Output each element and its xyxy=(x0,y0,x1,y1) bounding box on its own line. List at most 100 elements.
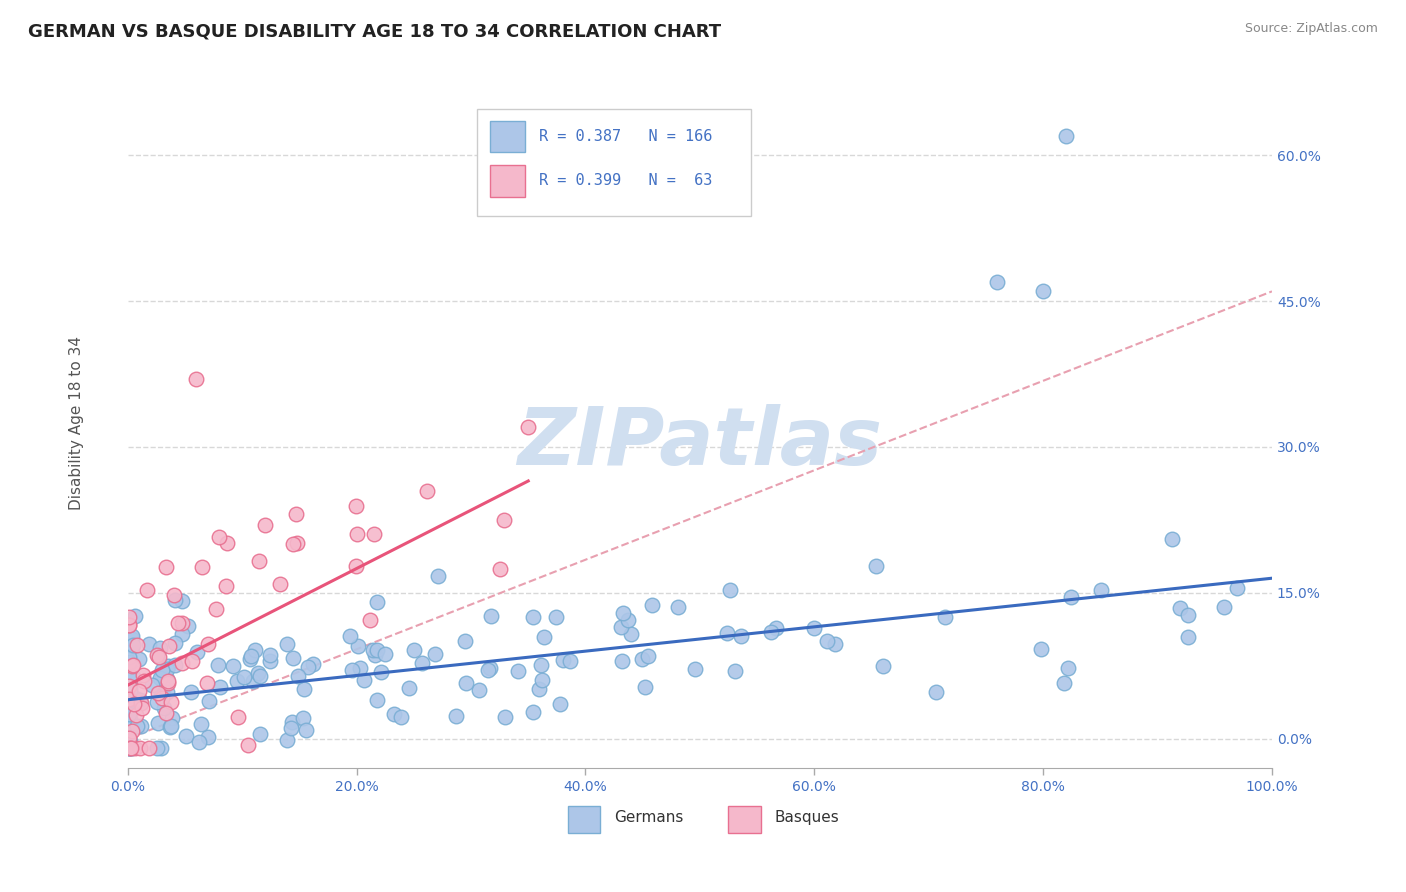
Point xyxy=(683,662,706,676)
Point xyxy=(121,639,143,653)
Point xyxy=(815,634,838,648)
Point xyxy=(349,661,371,675)
Point xyxy=(215,536,238,550)
Point xyxy=(128,684,150,698)
Point xyxy=(118,729,141,743)
Point xyxy=(129,697,152,711)
Point xyxy=(153,701,176,715)
Point xyxy=(207,658,229,673)
Point xyxy=(146,649,169,664)
Point xyxy=(391,710,413,724)
Point xyxy=(157,674,180,689)
Point xyxy=(468,683,491,698)
Point xyxy=(181,654,204,668)
Point xyxy=(803,620,825,634)
Point xyxy=(423,648,446,662)
Text: R = 0.387   N = 166: R = 0.387 N = 166 xyxy=(538,128,711,144)
Point xyxy=(872,658,894,673)
Point xyxy=(148,650,170,665)
Point xyxy=(254,517,277,532)
Point xyxy=(118,734,141,748)
Point xyxy=(132,668,155,682)
Point xyxy=(347,640,370,654)
Point xyxy=(120,655,142,669)
Point xyxy=(276,733,298,747)
Point xyxy=(765,622,787,636)
Point xyxy=(226,674,249,689)
Point xyxy=(634,680,657,694)
Point xyxy=(723,664,745,678)
Point xyxy=(138,636,160,650)
Point xyxy=(366,594,388,608)
Point xyxy=(339,629,361,643)
Point xyxy=(118,706,141,720)
Point xyxy=(124,609,146,624)
Point xyxy=(344,558,367,573)
Point xyxy=(146,648,169,662)
Point xyxy=(1212,600,1234,615)
Point xyxy=(131,701,153,715)
Point xyxy=(1031,641,1053,656)
Point xyxy=(156,675,179,690)
Point xyxy=(118,708,141,723)
Point xyxy=(637,648,659,663)
Point xyxy=(174,729,197,743)
Point xyxy=(494,710,516,724)
Point xyxy=(925,685,948,699)
Point xyxy=(1177,630,1199,644)
Point xyxy=(118,655,141,669)
Point xyxy=(427,569,450,583)
Point xyxy=(165,636,187,650)
Point xyxy=(150,670,173,684)
Point xyxy=(138,741,160,756)
Point xyxy=(159,720,181,734)
Point xyxy=(986,275,1008,289)
Text: Germans: Germans xyxy=(614,810,683,825)
Point xyxy=(128,652,150,666)
Point xyxy=(366,642,388,657)
Point xyxy=(824,637,846,651)
Point xyxy=(163,658,186,673)
Point xyxy=(141,677,163,691)
Point xyxy=(124,741,146,756)
Text: Disability Age 18 to 34: Disability Age 18 to 34 xyxy=(69,335,84,509)
Point xyxy=(259,654,281,668)
Point xyxy=(620,627,643,641)
Point xyxy=(302,657,325,671)
Point xyxy=(548,698,571,712)
Point xyxy=(269,576,291,591)
Point xyxy=(170,594,193,608)
Point xyxy=(292,681,315,696)
Text: R = 0.399   N =  63: R = 0.399 N = 63 xyxy=(538,174,711,188)
Point xyxy=(610,654,633,668)
Point xyxy=(1170,601,1192,615)
Text: GERMAN VS BASQUE DISABILITY AGE 18 TO 34 CORRELATION CHART: GERMAN VS BASQUE DISABILITY AGE 18 TO 34… xyxy=(28,22,721,40)
Point xyxy=(865,559,887,574)
Point xyxy=(453,633,475,648)
Point xyxy=(208,530,231,544)
Point xyxy=(118,741,141,756)
Point xyxy=(363,527,385,541)
Point xyxy=(122,658,145,673)
Point xyxy=(136,583,159,598)
Point xyxy=(1177,608,1199,623)
Point xyxy=(366,693,388,707)
Point xyxy=(416,484,439,499)
Point xyxy=(155,685,177,699)
Point xyxy=(118,649,141,664)
Point xyxy=(761,624,783,639)
Point xyxy=(522,610,544,624)
Point xyxy=(118,617,141,632)
Point xyxy=(160,695,183,709)
Point xyxy=(121,724,143,739)
Point xyxy=(155,706,177,720)
Point xyxy=(398,681,420,695)
Point xyxy=(544,610,567,624)
Point xyxy=(370,665,392,680)
Point xyxy=(382,706,405,721)
Point xyxy=(374,647,396,661)
Point xyxy=(287,669,309,683)
Point xyxy=(127,719,149,733)
Point xyxy=(238,652,260,666)
Point xyxy=(609,620,631,634)
